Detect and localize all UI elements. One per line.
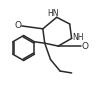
Text: HN: HN — [47, 9, 59, 18]
Text: NH: NH — [73, 33, 84, 42]
Text: O: O — [14, 21, 21, 30]
Text: O: O — [82, 42, 89, 51]
